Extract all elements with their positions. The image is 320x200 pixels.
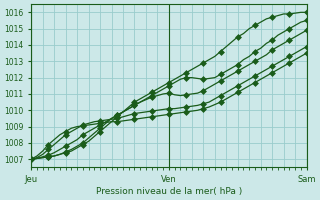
X-axis label: Pression niveau de la mer( hPa ): Pression niveau de la mer( hPa ) (96, 187, 242, 196)
